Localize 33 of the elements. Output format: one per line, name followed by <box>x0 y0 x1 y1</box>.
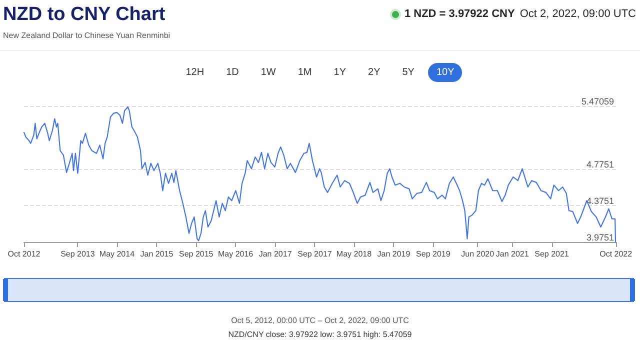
x-tick-label: Jan 2021 <box>496 250 530 258</box>
y-tick-label: 4.3751 <box>586 196 614 206</box>
x-tick-label: Jan 2019 <box>377 250 411 258</box>
y-tick-label: 3.9751 <box>586 232 614 242</box>
text: 1Y <box>332 66 348 80</box>
text: Oct 5, 2012, 00:00 UTC – Oct 2, 2022, 09:00 UTC <box>230 316 410 325</box>
x-tick-label: Jun 2020 <box>461 250 495 258</box>
x-tick-label: May 2016 <box>218 250 254 258</box>
x-tick-label: May 2014 <box>99 250 136 258</box>
x-tick-label: Oct 2022 <box>600 250 633 258</box>
text: 1M <box>296 66 313 80</box>
text: Oct 2, 2022, 09:00 UTC <box>520 8 636 20</box>
x-tick-label: Sep 2013 <box>60 250 96 258</box>
x-tick-label: Jan 2017 <box>258 250 292 258</box>
text: 1W <box>260 66 277 80</box>
text: 2Y <box>367 66 382 80</box>
y-tick-label: 4.7751 <box>586 160 614 170</box>
chart-title: NZD to CNY Chart <box>3 4 166 26</box>
x-tick-label: Sep 2019 <box>416 250 451 258</box>
x-tick-label: Sep 2017 <box>298 250 332 258</box>
text: 1D <box>225 66 240 80</box>
text: 12H <box>184 66 206 80</box>
chart-subtitle: New Zealand Dollar to Chinese Yuan Renminbi <box>3 31 170 40</box>
x-tick-label: Oct 2012 <box>8 250 41 258</box>
text: 10Y <box>428 63 462 82</box>
text: 5Y <box>401 66 416 80</box>
text: 1 NZD = 3.97922 CNY <box>404 8 515 20</box>
text: NZD/CNY close: 3.97922 low: 3.9751 high: 5.47059 <box>227 330 413 339</box>
x-tick-label: Sep 2021 <box>534 250 570 258</box>
y-tick-label: 5.47059 <box>581 96 614 106</box>
x-tick-label: Jan 2015 <box>140 250 174 258</box>
x-tick-label: Sep 2015 <box>179 250 214 258</box>
x-tick-label: May 2018 <box>336 250 372 258</box>
